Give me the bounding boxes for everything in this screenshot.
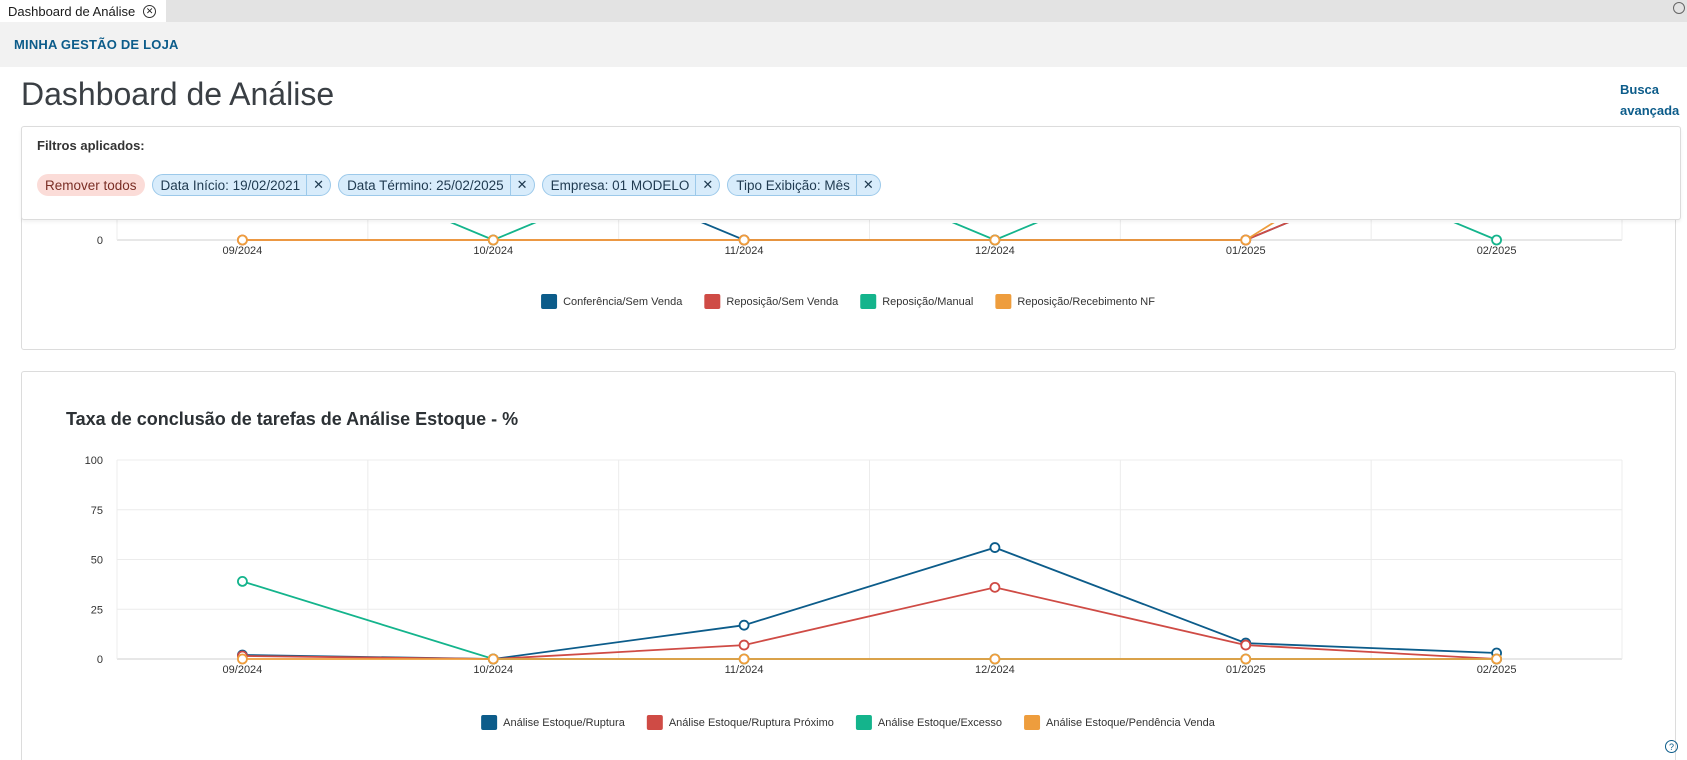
data-point [1240,653,1252,665]
close-icon[interactable]: ✕ [143,4,157,18]
chart-card-analise-estoque: 0 25 50 75 100 09/2024 10/2024 11/2024 12/2024 01… [21,371,1676,760]
x-tick-label: 02/2025 [1477,664,1517,676]
y-tick-label: 75 [91,505,103,517]
legend-label: Reposição/Sem Venda [726,296,839,308]
legend-swatch [855,715,872,730]
filter-chips: Remover todos Data Início: 19/02/2021 ✕ … [37,174,881,196]
data-point [1491,653,1502,665]
data-point [237,575,248,587]
data-point [237,653,248,665]
legend-label: Análise Estoque/Excesso [878,717,1002,729]
legend-swatch [541,294,558,309]
chip-label: Data Término: 25/02/2025 [347,177,504,193]
legend-swatch [481,715,498,730]
filter-chip-data-termino: Data Término: 25/02/2025 ✕ [338,174,535,196]
x-tick-label: 10/2024 [473,664,513,676]
series-line [242,223,1275,241]
legend-label: Análise Estoque/Ruptura Próximo [669,717,834,729]
page-title: Dashboard de Análise [21,76,335,112]
x-tick-label: 12/2024 [975,664,1015,676]
legend-swatch [646,715,663,730]
data-point [1240,234,1252,246]
data-point [1240,639,1252,651]
legend-label: Análise Estoque/Pendência Venda [1046,717,1216,729]
y-tick-label: 0 [97,235,103,247]
advanced-search-link[interactable]: Busca avançada [1620,82,1680,118]
chart-title: Taxa de conclusão de tarefas de Análise … [66,409,519,429]
x-tick-label: 01/2025 [1226,245,1266,257]
close-icon[interactable]: ✕ [509,175,534,195]
chart-reposicao: 0 09/2024 10/2024 11/2024 12/2024 01/2025 02/2… [97,201,1623,309]
close-icon[interactable]: ✕ [695,175,719,195]
data-point [487,653,499,665]
data-point [989,234,1001,246]
legend-swatch [704,294,721,309]
legend-label: Reposição/Recebimento NF [1017,296,1155,308]
legend-label: Análise Estoque/Ruptura [503,717,626,729]
filter-chip-empresa: Empresa: 01 MODELO ✕ [541,174,721,196]
window-menu-icon[interactable] [1673,2,1685,14]
y-tick-label: 100 [85,455,103,467]
data-point [738,619,750,631]
data-point [738,639,750,651]
filter-panel: Filtros aplicados: Remover todos Data In… [21,126,1681,220]
data-point [738,653,750,665]
y-tick-label: 25 [91,604,103,616]
close-icon[interactable]: ✕ [855,175,880,195]
x-tick-label: 11/2024 [725,664,764,676]
legend-label: Reposição/Manual [882,296,973,308]
chip-label: Empresa: 01 MODELO [550,177,690,193]
x-tick-label: 09/2024 [223,245,263,257]
data-point [487,234,499,246]
data-point [237,234,248,246]
data-point [1491,234,1502,246]
x-tick-label: 09/2024 [223,664,263,676]
chip-label: Tipo Exibição: Mês [736,177,850,193]
chart-card-reposicao: 0 09/2024 10/2024 11/2024 12/2024 01/2025 02/2… [21,200,1676,350]
y-tick-label: 50 [91,555,103,567]
help-icon[interactable]: ? [1665,740,1678,753]
chart-analise-estoque: 0 25 50 75 100 09/2024 10/2024 11/2024 12/2024 01… [85,455,1623,730]
filter-label: Filtros aplicados: [37,138,145,153]
legend-swatch [995,294,1012,309]
app-header: MINHA GESTÃO DE LOJA [0,22,1687,67]
legend-swatch [860,294,877,309]
legend-label: Conferência/Sem Venda [563,296,683,308]
data-point [989,542,1001,553]
legend-swatch [1024,715,1041,730]
tab-bar: Dashboard de Análise ✕ [0,0,1687,22]
tab-dashboard[interactable]: Dashboard de Análise ✕ [0,0,167,22]
x-tick-label: 11/2024 [725,245,764,257]
tab-label: Dashboard de Análise [8,3,136,19]
filter-chip-tipo-exibicao: Tipo Exibição: Mês ✕ [727,174,881,196]
x-tick-label: 02/2025 [1477,245,1517,257]
y-tick-label: 0 [97,654,103,666]
app-title[interactable]: MINHA GESTÃO DE LOJA [14,37,179,52]
remove-all-button[interactable]: Remover todos [37,174,145,196]
filter-chip-data-inicio: Data Início: 19/02/2021 ✕ [151,174,332,196]
x-tick-label: 01/2025 [1226,664,1266,676]
data-point [989,581,1001,593]
data-point [738,234,750,246]
chip-label: Data Início: 19/02/2021 [160,177,301,193]
x-tick-label: 10/2024 [473,245,513,257]
x-tick-label: 12/2024 [975,245,1015,257]
data-point [989,653,1001,665]
close-icon[interactable]: ✕ [306,175,330,195]
